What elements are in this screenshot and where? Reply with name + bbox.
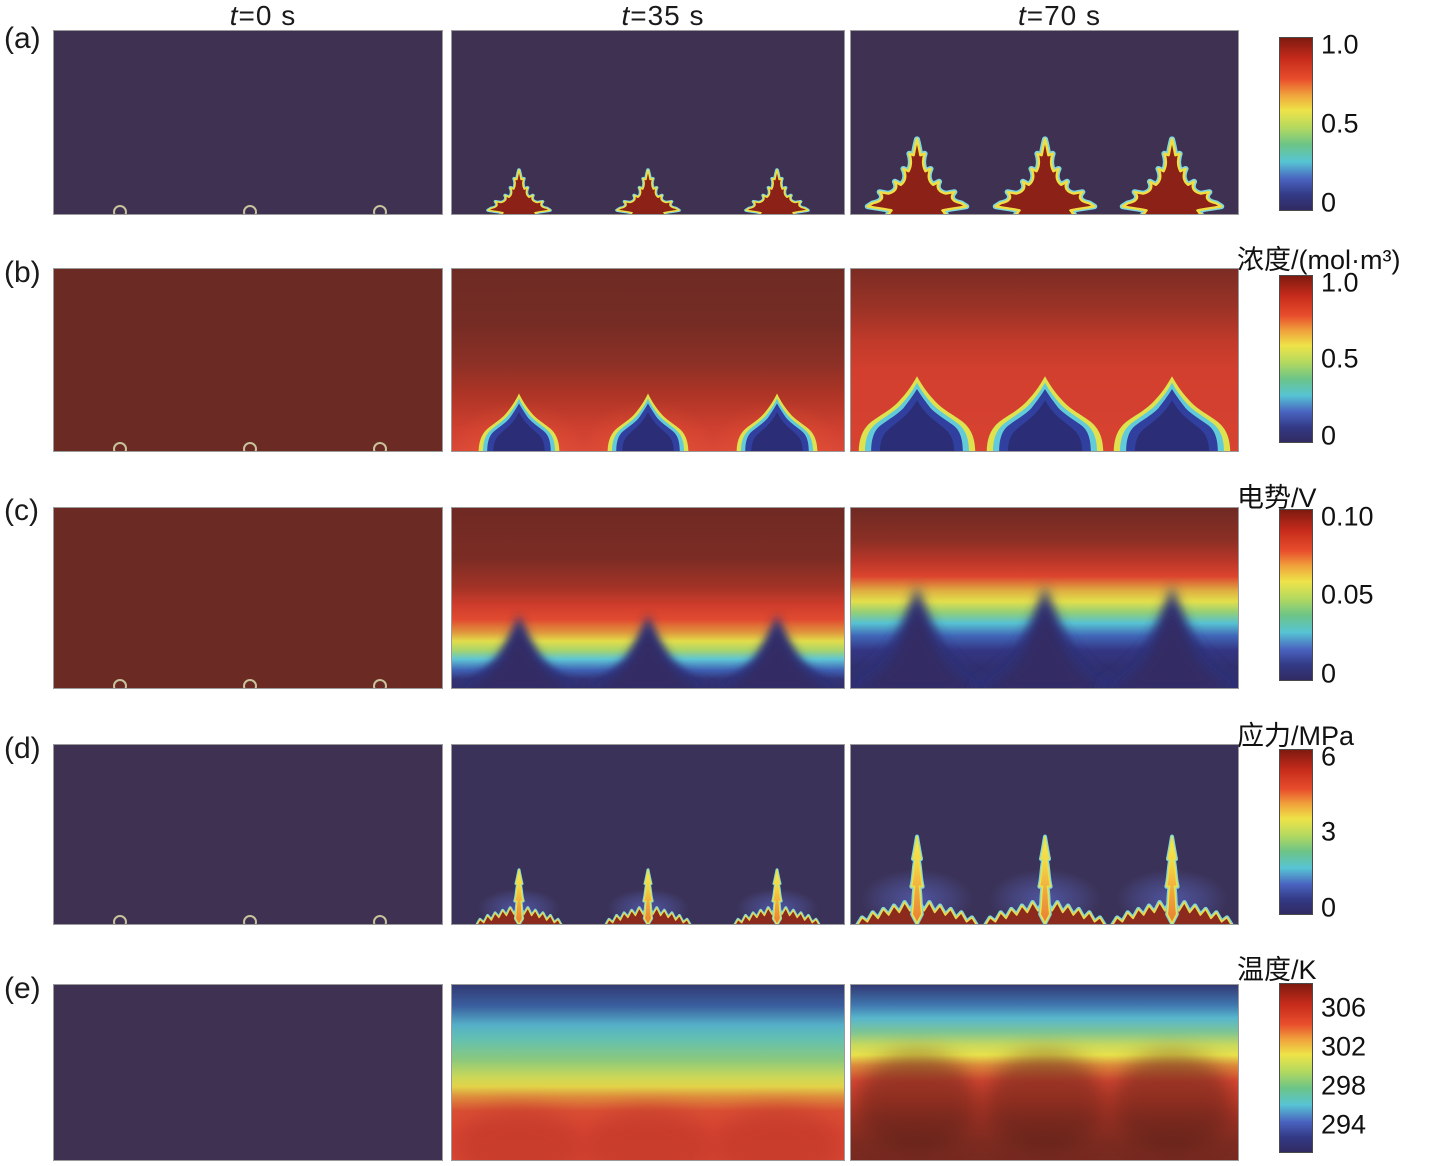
column-header-t70: t=70 s	[1017, 0, 1102, 31]
colorbar-a	[1279, 37, 1313, 211]
stress-spike	[901, 834, 933, 925]
depletion-mound	[736, 393, 818, 451]
row-label-b: (b)	[4, 256, 41, 289]
colorbar-a-tick: 0	[1321, 187, 1337, 218]
row-label-e: (e)	[4, 972, 41, 1005]
panel-a-t70	[850, 30, 1239, 215]
nucleus-seed	[242, 915, 257, 924]
dendrite-shape	[744, 168, 811, 214]
colorbar-e-tick: 294	[1321, 1109, 1367, 1140]
nucleus-seed	[112, 442, 127, 451]
colorbar-c-tick: 0.05	[1321, 579, 1374, 610]
colorbar-e-tick: 298	[1321, 1070, 1367, 1101]
stress-spike	[771, 868, 784, 924]
nucleus-seed	[112, 915, 127, 924]
nucleus-seed	[242, 442, 257, 451]
stress-spike	[512, 868, 525, 924]
colorbar-c-tick: 0	[1321, 658, 1337, 689]
colorbar-e-title: 温度/K	[1237, 955, 1317, 985]
panel-b-t35	[451, 268, 845, 452]
colorbar-c-tick: 0.10	[1321, 501, 1374, 532]
colorbar-e-tick: 306	[1321, 992, 1367, 1023]
row-label-a: (a)	[4, 22, 41, 55]
hot-spot	[712, 1108, 843, 1160]
panel-e-t0	[53, 984, 443, 1161]
dendrite-shape	[485, 168, 552, 214]
stress-spike	[1156, 834, 1188, 925]
colorbar-d-tick: 0	[1321, 892, 1337, 923]
nucleus-seed	[372, 205, 387, 214]
colorbar-c-title: 电势/V	[1237, 483, 1317, 513]
colorbar-c	[1279, 509, 1313, 681]
dendrite-shape	[1121, 136, 1223, 215]
nucleus-seed	[242, 679, 257, 688]
stress-spike	[642, 868, 654, 924]
hot-plume	[984, 1052, 1105, 1152]
nucleus-seed	[372, 915, 387, 924]
hot-spot	[583, 1108, 713, 1160]
nucleus-seed	[372, 442, 387, 451]
low-potential-peak	[454, 612, 584, 689]
hot-spot	[453, 1108, 584, 1160]
panel-b-t0	[53, 268, 443, 452]
low-potential-peak	[1097, 582, 1239, 689]
panel-d-t0	[53, 744, 443, 925]
depletion-mound	[1113, 376, 1231, 451]
depletion-mound	[478, 393, 560, 451]
depletion-mound	[858, 376, 976, 451]
hot-plume	[856, 1052, 977, 1152]
dendrite-shape	[994, 136, 1096, 215]
colorbar-d	[1279, 749, 1313, 915]
nucleus-seed	[112, 205, 127, 214]
row-label-d: (d)	[4, 732, 41, 765]
colorbar-d-tick: 3	[1321, 816, 1337, 847]
panel-e-t70	[850, 984, 1239, 1161]
colorbar-d-tick: 6	[1321, 741, 1337, 772]
low-potential-peak	[583, 612, 713, 689]
colorbar-e	[1279, 983, 1313, 1153]
colorbar-b-title: 浓度/(mol·m³)	[1237, 245, 1401, 275]
row-label-c: (c)	[4, 494, 39, 527]
depletion-mound	[607, 393, 689, 451]
column-header-t0: t=0 s	[229, 0, 297, 31]
nucleus-seed	[372, 679, 387, 688]
colorbar-d-title: 应力/MPa	[1237, 721, 1355, 751]
hot-plume	[1112, 1052, 1233, 1152]
depletion-mound	[986, 376, 1103, 451]
dendrite-shape	[866, 136, 968, 215]
panel-e-t35	[451, 984, 845, 1161]
colorbar-a-tick: 1.0	[1321, 29, 1359, 60]
panel-a-t0	[53, 30, 443, 215]
colorbar-e-tick: 302	[1321, 1031, 1367, 1062]
nucleus-seed	[242, 205, 257, 214]
colorbar-b-tick: 0.5	[1321, 343, 1359, 374]
stress-spike	[1029, 834, 1061, 925]
nucleus-seed	[112, 679, 127, 688]
colorbar-a-tick: 0.5	[1321, 108, 1359, 139]
panel-c-t70	[850, 507, 1239, 689]
colorbar-b-tick: 0	[1321, 420, 1337, 451]
panel-d-t35	[451, 744, 845, 925]
panel-c-t35	[451, 507, 845, 689]
panel-b-t70	[850, 268, 1239, 452]
low-potential-peak	[712, 612, 842, 689]
panel-c-t0	[53, 507, 443, 689]
colorbar-b	[1279, 275, 1313, 443]
column-header-t35: t=35 s	[621, 0, 705, 31]
panel-d-t70	[850, 744, 1239, 925]
colorbar-b-tick: 1.0	[1321, 267, 1359, 298]
dendrite-shape	[615, 168, 681, 214]
panel-a-t35	[451, 30, 845, 215]
